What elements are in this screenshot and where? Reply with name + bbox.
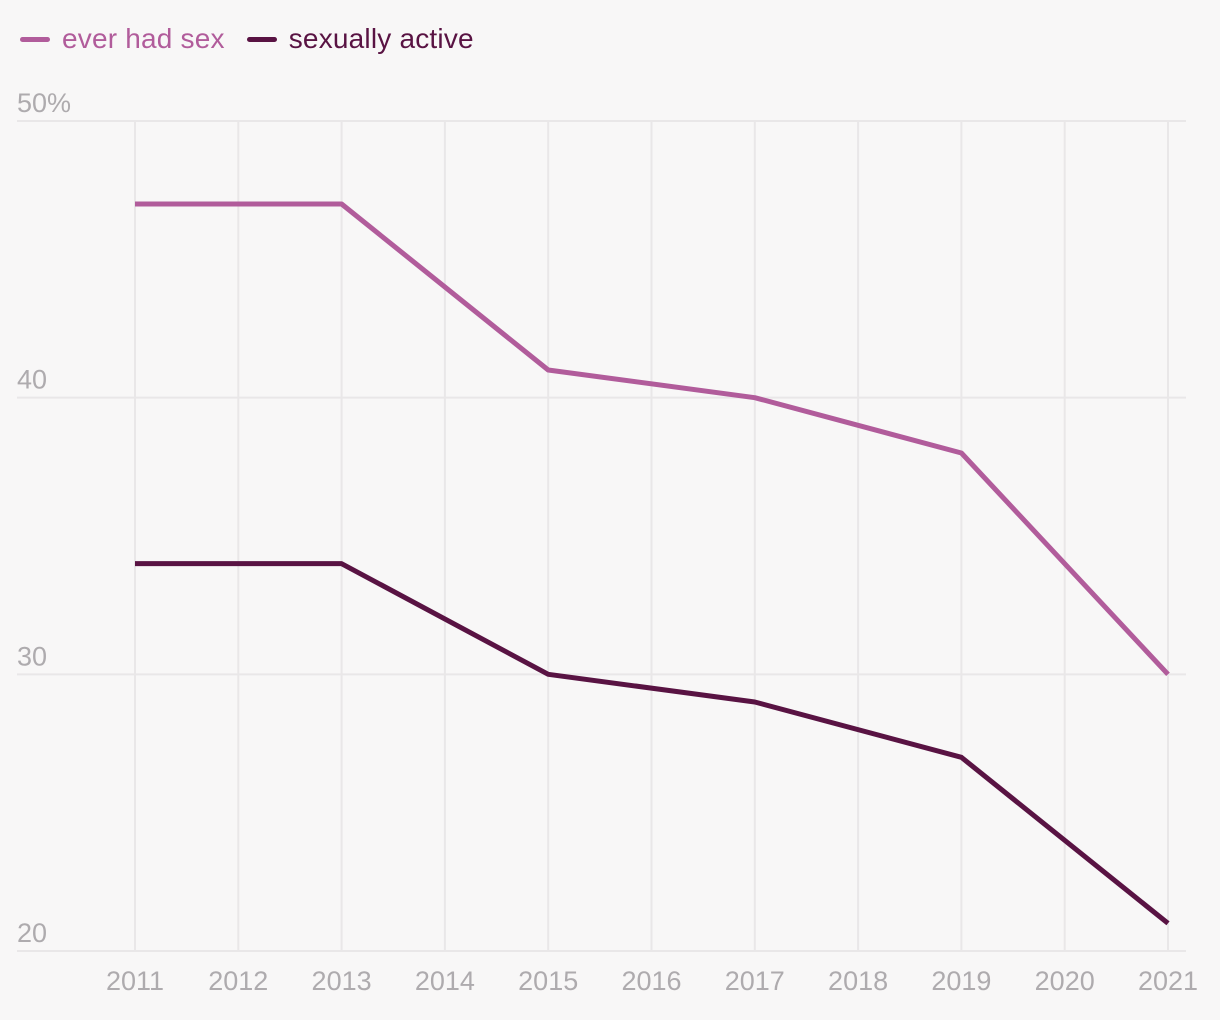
x-tick-label: 2014 bbox=[415, 966, 475, 996]
legend-line-swatch-ever-had-sex bbox=[20, 36, 50, 42]
x-tick-label: 2018 bbox=[828, 966, 888, 996]
x-tick-label: 2016 bbox=[621, 966, 681, 996]
legend-item-ever-had-sex: ever had sex bbox=[20, 24, 225, 54]
series-line-sexually-active bbox=[135, 561, 1170, 926]
y-tick-label: 20 bbox=[17, 918, 47, 948]
x-tick-label: 2020 bbox=[1035, 966, 1095, 996]
y-tick-label: 30 bbox=[17, 641, 47, 671]
x-tick-label: 2017 bbox=[725, 966, 785, 996]
legend: ever had sex sexually active bbox=[20, 24, 474, 54]
legend-label-ever-had-sex: ever had sex bbox=[62, 23, 225, 54]
x-tick-label: 2021 bbox=[1138, 966, 1198, 996]
x-tick-label: 2013 bbox=[312, 966, 372, 996]
legend-item-sexually-active: sexually active bbox=[246, 23, 474, 54]
series-line-ever-had-sex bbox=[135, 201, 1170, 677]
x-tick-label: 2019 bbox=[931, 966, 991, 996]
legend-label-sexually-active: sexually active bbox=[288, 23, 474, 54]
x-tick-label: 2011 bbox=[106, 966, 164, 996]
x-tick-label: 2015 bbox=[518, 966, 578, 996]
x-tick-label: 2012 bbox=[208, 966, 268, 996]
y-tick-label: 50% bbox=[17, 88, 71, 118]
y-tick-label: 40 bbox=[17, 365, 47, 395]
legend-line-swatch-sexually-active bbox=[246, 36, 277, 42]
